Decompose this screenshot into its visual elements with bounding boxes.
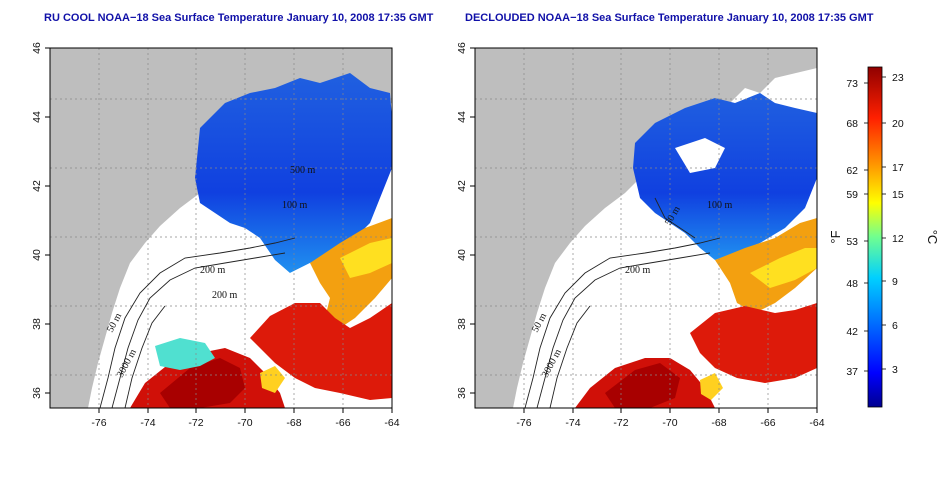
y-tick-label: 40 — [456, 249, 468, 261]
left-map-panel: 200 m 50 m 3000 m 100 m 500 m 200 m -76 … — [0, 30, 400, 475]
warm-core-dark — [160, 358, 245, 408]
land-mass — [50, 48, 392, 408]
y-tick-label: 46 — [456, 42, 468, 54]
x-tick-label: -76 — [516, 417, 531, 429]
x-tick-label: -72 — [188, 417, 203, 429]
bathymetry-contours — [99, 237, 296, 409]
colorbar-panel: 73 68 62 59 53 48 42 37 23 20 17 15 12 9… — [820, 55, 950, 425]
warm-core — [690, 303, 817, 383]
y-tick-label: 40 — [31, 249, 43, 261]
celsius-tick: 23 — [892, 72, 904, 84]
x-tick-label: -64 — [384, 417, 399, 429]
y-tick-label: 44 — [456, 111, 468, 123]
gulf-stream-core — [750, 248, 817, 288]
y-tick-label: 42 — [456, 180, 468, 192]
celsius-tick: 3 — [892, 364, 898, 376]
warm-core-dark — [605, 363, 680, 408]
celsius-ticks: 23 20 17 15 12 9 6 3 — [892, 72, 904, 376]
x-tick-label: -74 — [140, 417, 155, 429]
contour-label-500m: 500 m — [290, 165, 316, 176]
x-tick-label: -64 — [809, 417, 824, 429]
x-ticks — [523, 408, 818, 413]
fahrenheit-tick: 48 — [846, 278, 858, 290]
y-tick-label: 38 — [31, 318, 43, 330]
left-map-plot: 200 m 50 m 3000 m 100 m 500 m 200 m -76 … — [31, 42, 400, 429]
contour-label-200m-2: 200 m — [212, 290, 238, 301]
plot-frame — [474, 47, 818, 409]
right-map-title: DECLOUDED NOAA−18 Sea Surface Temperatur… — [465, 12, 874, 24]
fahrenheit-unit-label: °F — [828, 230, 843, 243]
left-map-title: RU COOL NOAA−18 Sea Surface Temperature … — [44, 12, 434, 24]
x-tick-label: -70 — [662, 417, 677, 429]
fahrenheit-tick: 42 — [846, 326, 858, 338]
x-tick-label: -68 — [286, 417, 301, 429]
x-tick-label: -68 — [711, 417, 726, 429]
cyan-patch — [155, 338, 215, 370]
fahrenheit-tick: 53 — [846, 236, 858, 248]
x-tick-label: -70 — [237, 417, 252, 429]
y-tick-label: 46 — [31, 42, 43, 54]
plot-frame — [49, 47, 393, 409]
fahrenheit-tick: 59 — [846, 189, 858, 201]
colorbar-tick-marks — [864, 76, 886, 372]
x-tick-label: -66 — [335, 417, 350, 429]
contour-label-200m: 200 m — [625, 265, 651, 276]
x-tick-label: -72 — [613, 417, 628, 429]
right-map-plot: 200 m 50 m 3000 m 100 m 50 m -76 -74 -72… — [456, 42, 825, 429]
gulf-stream-core — [340, 238, 392, 278]
y-tick-label: 42 — [31, 180, 43, 192]
right-map-panel: 200 m 50 m 3000 m 100 m 50 m -76 -74 -72… — [425, 30, 825, 475]
warm-core — [250, 303, 392, 400]
fahrenheit-tick: 73 — [846, 78, 858, 90]
contour-label-100m: 100 m — [282, 200, 308, 211]
contour-label-200m: 200 m — [200, 265, 226, 276]
fahrenheit-tick: 62 — [846, 165, 858, 177]
land-mass — [475, 48, 817, 408]
celsius-unit-label: °C — [925, 230, 940, 245]
y-tick-label: 44 — [31, 111, 43, 123]
x-ticks — [98, 408, 393, 413]
y-ticks — [470, 47, 475, 394]
contour-label-100m: 100 m — [707, 200, 733, 211]
bathymetry-contours — [524, 197, 721, 409]
y-tick-label: 38 — [456, 318, 468, 330]
fahrenheit-tick: 68 — [846, 118, 858, 130]
celsius-tick: 12 — [892, 233, 904, 245]
x-tick-label: -76 — [91, 417, 106, 429]
colorbar-gradient — [867, 66, 883, 408]
celsius-tick: 6 — [892, 320, 898, 332]
fahrenheit-tick: 37 — [846, 366, 858, 378]
y-ticks — [45, 47, 50, 394]
yellow-filament — [260, 366, 285, 393]
celsius-tick: 15 — [892, 189, 904, 201]
cold-water — [633, 93, 817, 260]
celsius-tick: 20 — [892, 118, 904, 130]
yellow-filament — [700, 373, 723, 400]
y-tick-label: 36 — [456, 387, 468, 399]
x-tick-label: -74 — [565, 417, 580, 429]
x-tick-label: -66 — [760, 417, 775, 429]
y-tick-label: 36 — [31, 387, 43, 399]
grid-lines — [475, 48, 817, 408]
celsius-tick: 17 — [892, 162, 904, 174]
cloud-patch — [675, 138, 725, 173]
celsius-tick: 9 — [892, 276, 898, 288]
grid-lines — [50, 48, 392, 408]
fahrenheit-ticks: 73 68 62 59 53 48 42 37 — [846, 78, 858, 378]
